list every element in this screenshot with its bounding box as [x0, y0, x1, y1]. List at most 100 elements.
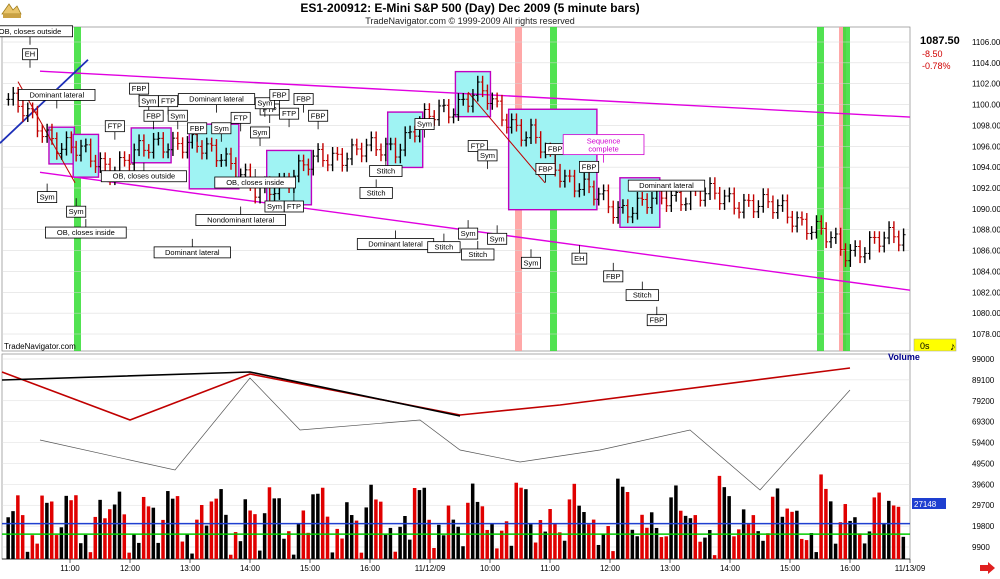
annotation-18: Sym: [250, 126, 271, 146]
volume-bar: [69, 500, 73, 559]
volume-bar: [64, 495, 68, 559]
volume-bar: [374, 499, 378, 559]
volume-bar: [616, 478, 620, 559]
annotation-39: FBP: [535, 163, 556, 183]
price-tick-label: 1084.00: [972, 267, 1000, 276]
volume-bar: [40, 495, 44, 559]
volume-tick-label: 9900: [972, 543, 990, 552]
volume-bar: [567, 499, 572, 559]
annotation-label: EH: [574, 254, 584, 263]
annotation-6: FTP: [104, 120, 125, 140]
volume-bar: [345, 502, 349, 559]
annotation-label: Dominant lateral: [368, 240, 423, 249]
annotation-label: Sym: [480, 151, 495, 160]
music-note-icon: ♪: [950, 341, 956, 353]
volume-bar: [504, 521, 509, 559]
volume-bar: [306, 532, 310, 559]
annotation-11: Sym: [167, 109, 188, 130]
scroll-right-arrow-icon[interactable]: [980, 562, 995, 574]
volume-bar: [117, 491, 122, 559]
volume-bar: [529, 524, 533, 559]
volume-bar: [867, 531, 872, 559]
annotation-label: FBP: [582, 162, 597, 171]
x-tick-label: 11:00: [60, 564, 80, 573]
volume-bar: [340, 538, 344, 559]
volume-bar: [185, 533, 189, 559]
volume-bar: [645, 527, 649, 559]
volume-bar: [829, 501, 833, 559]
chart-title: ES1-200912: E-Mini S&P 500 (Day) Dec 200…: [300, 1, 639, 15]
price-tick-label: 1078.00: [972, 330, 1000, 339]
volume-tick-label: 89100: [972, 376, 995, 385]
price-plot-frame: [1, 26, 911, 352]
volume-bar: [296, 523, 301, 559]
volume-bar: [780, 516, 785, 559]
volume-bar: [809, 533, 814, 559]
annotation-label-2: complete: [588, 145, 618, 154]
annotation-label: FTP: [287, 202, 301, 211]
volume-bar: [858, 533, 862, 559]
volume-bar: [408, 539, 412, 559]
session-band-3: [817, 27, 824, 351]
volume-bar: [896, 506, 901, 559]
annotation-5: OB, closes inside: [45, 219, 127, 239]
volume-bar: [238, 541, 243, 559]
volume-bar: [354, 520, 359, 559]
annotation-label: Sym: [461, 229, 476, 238]
volume-bar: [499, 530, 504, 559]
annotation-28: Nondominant lateral: [195, 206, 286, 226]
annotation-label: Dominant lateral: [639, 181, 694, 190]
volume-bar: [625, 492, 630, 559]
annotation-26: FTP: [283, 192, 304, 213]
volume-tick-label: 69300: [972, 418, 995, 427]
volume-bar: [335, 528, 339, 559]
volume-label: Volume: [888, 352, 920, 362]
volume-bar: [799, 538, 804, 559]
volume-bar: [804, 540, 809, 559]
annotation-label: FBP: [146, 111, 161, 120]
price-tick-label: 1080.00: [972, 309, 1000, 318]
volume-bar: [572, 483, 577, 559]
annotation-label: Stitch: [367, 188, 386, 197]
session-band-0: [74, 27, 81, 351]
volume-bar: [591, 519, 596, 559]
volume-bar: [877, 492, 881, 559]
volume-bar: [282, 538, 286, 559]
volume-bar: [514, 482, 518, 559]
x-tick-label: 11/13/09: [895, 564, 926, 573]
annotation-45: FBP: [603, 262, 624, 283]
annotation-label: Dominant lateral: [165, 248, 220, 257]
volume-bar: [891, 505, 896, 559]
annotation-20: Sym: [254, 97, 275, 117]
volume-bar: [195, 519, 199, 559]
annotation-label: FTP: [108, 122, 122, 131]
volume-bar: [287, 531, 291, 559]
annotation-label: Sym: [170, 111, 185, 120]
annotation-46: Dominant lateral: [627, 179, 706, 200]
annotation-label: Sym: [214, 124, 229, 133]
annotation-label: Nondominant lateral: [207, 216, 274, 225]
volume-bar: [843, 504, 848, 559]
annotation-label: Sym: [267, 202, 282, 211]
volume-bar: [606, 526, 610, 559]
annotation-23: FBP: [293, 93, 314, 113]
volume-bar: [35, 543, 39, 559]
volume-bar: [751, 515, 756, 559]
volume-bar: [209, 501, 214, 559]
annotation-48: FBP: [646, 306, 667, 327]
annotation-label: Stitch: [633, 291, 652, 300]
volume-gridlines: [2, 358, 910, 548]
trade-navigator-logo: [1, 3, 22, 18]
volume-tick-label: 19800: [972, 522, 995, 531]
session-band-5: [843, 27, 850, 351]
volume-bar: [214, 498, 218, 559]
volume-bar: [708, 530, 712, 559]
x-tick-label: 15:00: [300, 564, 321, 573]
volume-bar: [654, 527, 659, 559]
x-tick-label: 10:00: [480, 564, 501, 573]
last-price: 1087.50: [920, 35, 960, 47]
volume-tick-label: 39600: [972, 480, 995, 489]
annotation-label: EH: [25, 50, 35, 59]
downtrend-line-2: [467, 91, 546, 184]
